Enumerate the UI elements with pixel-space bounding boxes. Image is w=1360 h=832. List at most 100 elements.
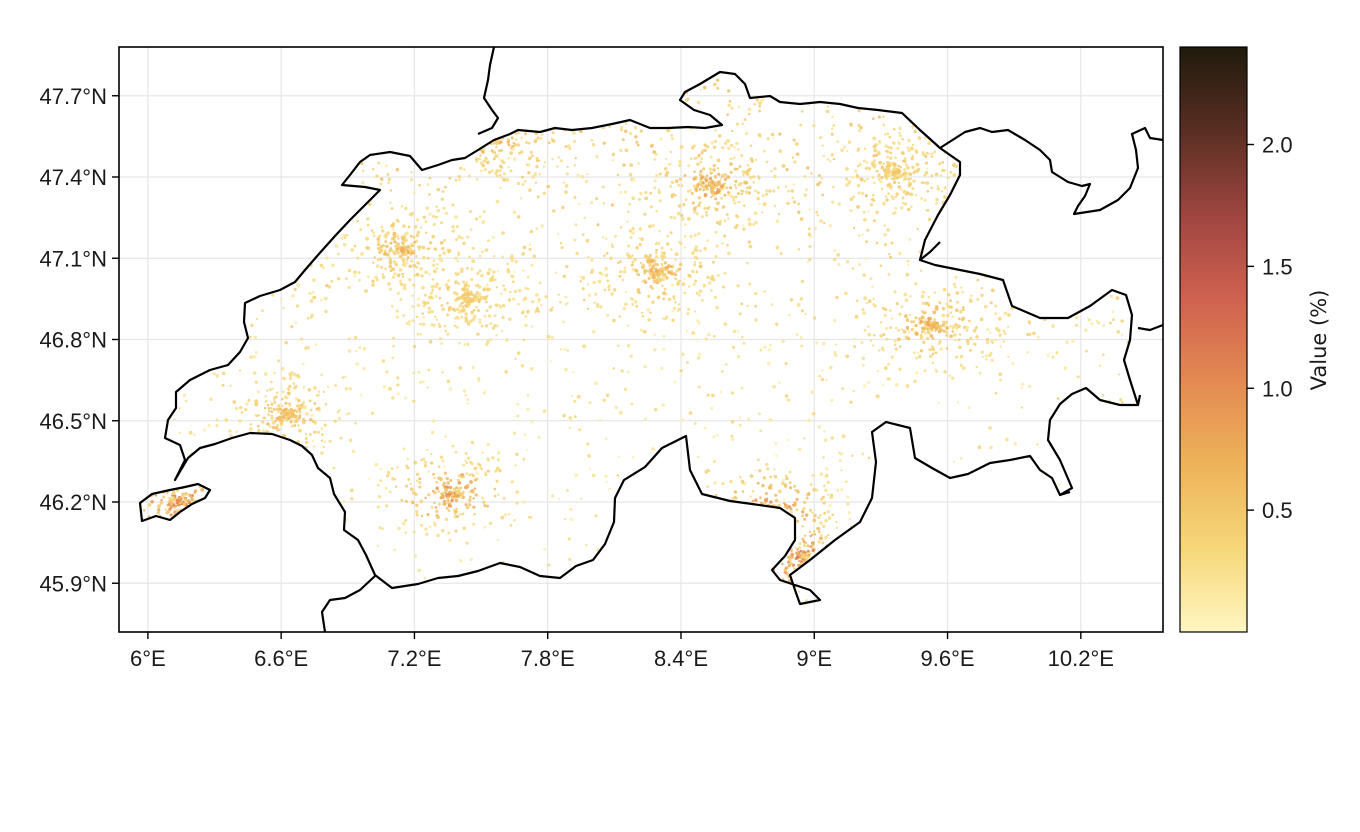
data-point	[678, 163, 682, 167]
data-point	[811, 548, 815, 552]
data-point	[522, 457, 526, 461]
data-point	[468, 174, 471, 177]
data-point	[803, 534, 807, 537]
data-point	[686, 329, 689, 332]
data-point	[428, 525, 432, 529]
data-point	[852, 226, 856, 230]
data-point	[674, 301, 677, 304]
data-point	[650, 259, 654, 264]
data-point	[822, 501, 826, 505]
data-point	[705, 145, 710, 149]
data-point	[727, 103, 731, 108]
data-point	[720, 184, 724, 188]
data-point	[604, 273, 609, 277]
data-point	[184, 499, 188, 503]
data-point	[458, 366, 463, 370]
data-point	[435, 509, 439, 514]
data-point	[457, 480, 462, 485]
data-point	[893, 339, 898, 343]
data-point	[770, 169, 773, 173]
data-point	[679, 177, 682, 181]
data-point	[408, 278, 412, 282]
data-point	[748, 167, 752, 171]
data-point	[436, 187, 441, 192]
data-point	[712, 460, 716, 463]
data-point	[927, 324, 930, 327]
data-point	[924, 154, 928, 158]
data-point	[738, 200, 741, 204]
data-point	[254, 399, 258, 404]
data-point	[826, 480, 830, 485]
data-point	[489, 322, 493, 326]
data-point	[543, 547, 546, 551]
data-point	[295, 304, 300, 308]
data-point	[635, 140, 639, 144]
data-point	[624, 302, 628, 307]
data-point	[181, 494, 185, 498]
data-point	[711, 393, 715, 398]
data-point	[566, 165, 569, 169]
data-point	[582, 298, 586, 302]
data-point	[321, 266, 325, 270]
data-point	[417, 480, 422, 485]
data-point	[770, 132, 775, 137]
data-point	[757, 101, 762, 106]
data-point	[408, 320, 411, 323]
data-point	[362, 347, 367, 351]
data-point	[706, 275, 710, 280]
data-point	[463, 289, 466, 293]
data-point	[574, 473, 579, 478]
data-point	[464, 503, 468, 507]
data-point	[567, 144, 571, 148]
data-point	[466, 266, 469, 270]
data-point	[427, 493, 431, 497]
data-point	[840, 469, 843, 472]
data-point	[895, 301, 899, 306]
data-point	[648, 224, 652, 229]
data-point	[1119, 397, 1123, 402]
data-point	[646, 307, 651, 312]
data-point	[581, 287, 585, 291]
data-point	[592, 280, 596, 284]
data-point	[424, 270, 429, 275]
data-point	[687, 273, 691, 278]
data-point	[872, 181, 876, 185]
data-point	[747, 217, 751, 222]
data-point	[622, 163, 626, 167]
data-point	[740, 154, 744, 157]
data-point	[713, 481, 717, 485]
data-point	[605, 393, 610, 398]
data-point	[538, 281, 542, 285]
data-point	[644, 417, 647, 421]
data-point	[486, 504, 489, 508]
data-point	[727, 251, 731, 256]
data-point	[681, 352, 685, 357]
data-point	[507, 298, 512, 303]
data-point	[795, 497, 799, 502]
data-point	[697, 232, 701, 236]
data-point	[616, 173, 620, 177]
data-point	[769, 475, 773, 479]
data-point	[704, 469, 709, 474]
data-point	[830, 493, 834, 497]
data-point	[472, 505, 476, 509]
data-point	[507, 512, 511, 516]
data-point	[415, 510, 419, 514]
data-point	[308, 291, 312, 295]
data-point	[754, 220, 758, 225]
data-point	[651, 447, 655, 451]
data-point	[428, 273, 431, 276]
data-point	[716, 78, 720, 82]
data-point	[757, 191, 760, 195]
data-point	[524, 180, 527, 183]
data-point	[901, 328, 904, 331]
data-point	[875, 241, 879, 245]
data-point	[159, 501, 164, 505]
data-point	[961, 291, 964, 294]
data-point	[412, 371, 415, 375]
data-point	[794, 142, 799, 146]
data-point	[736, 122, 740, 126]
data-point	[800, 344, 804, 348]
data-point	[959, 310, 963, 314]
data-point	[741, 335, 744, 339]
